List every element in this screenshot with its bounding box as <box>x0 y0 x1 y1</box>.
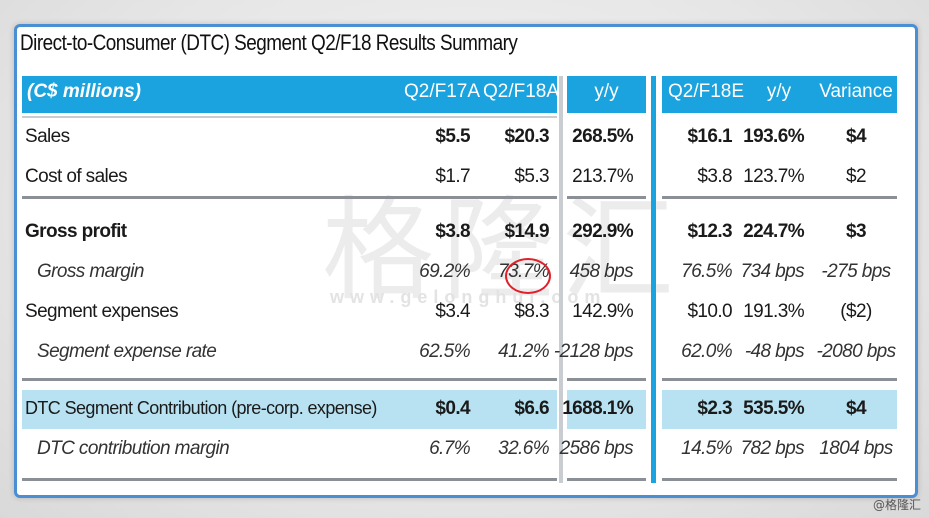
cell-yy2: -48 bps <box>744 341 805 362</box>
row-label-dtc-contribution: DTC Segment Contribution (pre-corp. expe… <box>25 398 377 418</box>
cell-yy2: 782 bps <box>740 438 805 459</box>
header-q2f18a: Q2/F18A <box>483 81 560 102</box>
rule-line <box>567 196 646 199</box>
header-yy2: y/y <box>766 81 792 102</box>
cell-q2f18a: $8.3 <box>514 301 549 322</box>
row-label-dtc-contribution-margin: DTC contribution margin <box>37 438 230 459</box>
highlight-circle <box>505 258 551 294</box>
cell-q2f17a: 69.2% <box>419 261 470 282</box>
row-label-gross-margin: Gross margin <box>37 261 144 282</box>
separator-grey <box>559 76 563 483</box>
cell-variance: ($2) <box>840 301 872 322</box>
header-bar-mid <box>567 76 646 113</box>
cell-q2f18a: $20.3 <box>504 126 549 147</box>
cell-yy1: 458 bps <box>569 261 634 282</box>
rule-line <box>22 478 557 481</box>
rule-line <box>22 378 557 381</box>
cell-yy2: 224.7% <box>743 221 804 242</box>
contribution-band-mid <box>567 390 646 429</box>
cell-variance: -2080 bps <box>816 341 896 362</box>
header-units: (C$ millions) <box>27 81 142 102</box>
header-yy1: y/y <box>594 81 619 102</box>
row-label-segment-expense-rate: Segment expense rate <box>37 341 217 362</box>
header-variance: Variance <box>819 81 893 102</box>
table-title: Direct-to-Consumer (DTC) Segment Q2/F18 … <box>20 30 518 55</box>
cell-q2f18e: $12.3 <box>687 221 732 242</box>
cell-yy2: 535.5% <box>743 398 804 419</box>
cell-yy2: 193.6% <box>743 126 804 147</box>
cell-q2f18e: 76.5% <box>681 261 732 282</box>
cell-q2f18e: $3.8 <box>697 166 732 187</box>
cell-variance: $4 <box>846 398 867 419</box>
row-label-cost-of-sales: Cost of sales <box>25 166 128 187</box>
rule-line <box>22 116 557 118</box>
cell-variance: $3 <box>846 221 867 242</box>
cell-q2f18e: $2.3 <box>697 398 732 419</box>
cell-q2f17a: $5.5 <box>435 126 470 147</box>
cell-q2f17a: 62.5% <box>419 341 470 362</box>
cell-yy1: 268.5% <box>572 126 633 147</box>
header-bar-right <box>662 76 897 113</box>
cell-q2f18e: $16.1 <box>687 126 732 147</box>
credit-label: @格隆汇 <box>872 498 921 512</box>
cell-q2f18a: $14.9 <box>504 221 549 242</box>
row-label-gross-profit: Gross profit <box>25 221 127 242</box>
cell-yy2: 123.7% <box>743 166 804 187</box>
cell-yy1: 292.9% <box>572 221 633 242</box>
cell-q2f17a: $0.4 <box>435 398 470 419</box>
cell-q2f18a: 32.6% <box>498 438 549 459</box>
cell-yy2: 191.3% <box>743 301 804 322</box>
contribution-band-left <box>22 390 557 429</box>
cell-q2f18a: $5.3 <box>514 166 549 187</box>
cell-q2f17a: $3.8 <box>435 221 470 242</box>
contribution-band-right <box>662 390 897 429</box>
cell-yy1: 2586 bps <box>559 438 634 459</box>
cell-q2f17a: $1.7 <box>435 166 470 187</box>
rule-line <box>567 478 646 481</box>
cell-variance: 1804 bps <box>819 438 893 459</box>
cell-q2f18e: 14.5% <box>681 438 732 459</box>
cell-yy2: 734 bps <box>740 261 805 282</box>
cell-q2f18a: $6.6 <box>514 398 549 419</box>
cell-q2f18a: 41.2% <box>498 341 549 362</box>
separator-blue <box>651 76 656 483</box>
rule-line <box>22 196 557 199</box>
header-q2f17a: Q2/F17A <box>404 81 481 102</box>
rule-line <box>662 478 897 481</box>
cell-q2f18e: 62.0% <box>681 341 732 362</box>
cell-yy1: 142.9% <box>572 301 633 322</box>
watermark-logo: 格隆汇 <box>322 186 682 316</box>
cell-variance: -275 bps <box>821 261 891 282</box>
cell-yy1: 213.7% <box>572 166 633 187</box>
row-label-sales: Sales <box>25 126 70 147</box>
cell-yy1: 1688.1% <box>562 398 633 419</box>
row-label-segment-expenses: Segment expenses <box>25 301 179 322</box>
header-q2f18e: Q2/F18E <box>668 81 745 102</box>
rule-line <box>567 378 646 381</box>
rule-line <box>662 378 897 381</box>
cell-q2f17a: $3.4 <box>435 301 470 322</box>
cell-q2f17a: 6.7% <box>429 438 471 459</box>
cell-variance: $4 <box>846 126 867 147</box>
cell-q2f18e: $10.0 <box>687 301 732 322</box>
header-bar-left <box>22 76 557 113</box>
cell-yy1: -2128 bps <box>553 341 634 362</box>
rule-line <box>662 196 897 199</box>
cell-variance: $2 <box>846 166 867 187</box>
